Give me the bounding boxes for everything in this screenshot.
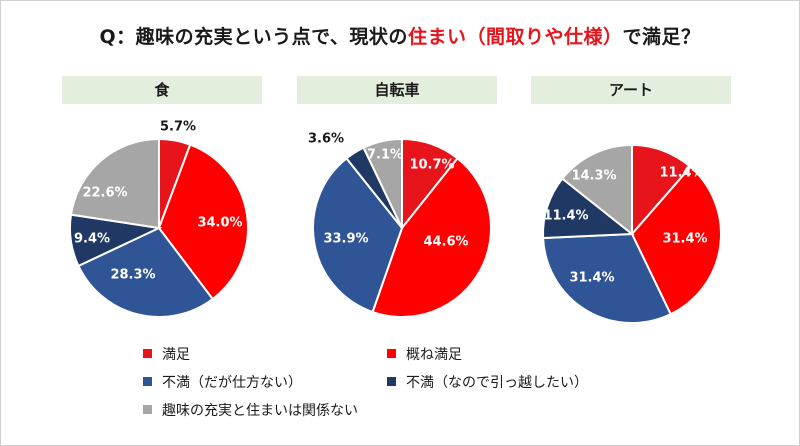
data-label-food-dissatisfied-ok: 28.3%: [110, 268, 155, 283]
data-label-bicycle-dissatisfied-ok: 33.9%: [323, 232, 368, 247]
pie-slice-art-dissatisfied-moving: [542, 177, 635, 240]
data-label-art-satisfied: 11.4%: [659, 166, 704, 181]
data-label-art-dissatisfied-ok: 31.4%: [569, 271, 614, 286]
title-suffix: で満足？: [622, 26, 701, 48]
chart-title-art: アート: [531, 76, 731, 104]
data-label-food-satisfied: 5.7%: [160, 120, 196, 135]
legend-item-dissatisfied-moving: 不満（なので引っ越したい）: [387, 372, 588, 392]
pie-slice-food-mostly-satisfied: [157, 143, 249, 301]
chart-title-bicycle: 自転車: [297, 76, 497, 104]
legend-item-mostly-satisfied: 概ね満足: [387, 344, 462, 364]
pie-slice-art-dissatisfied-ok: [542, 232, 673, 324]
pie-slice-art-satisfied: [631, 143, 692, 237]
data-label-food-unrelated: 22.6%: [82, 186, 127, 201]
page-title: Q：趣味の充実という点で、現状の住まい（間取りや仕様）で満足？: [0, 22, 800, 49]
legend-label: 概ね満足: [406, 347, 462, 363]
data-label-bicycle-satisfied: 10.7%: [409, 158, 454, 173]
pie-slice-bicycle-mostly-satisfied: [371, 156, 492, 318]
legend-swatch: [143, 349, 152, 358]
data-label-bicycle-dissatisfied-moving: 3.6%: [308, 132, 344, 147]
data-label-art-mostly-satisfied: 31.4%: [662, 232, 707, 247]
legend-item-unrelated: 趣味の充実と住まいは関係ない: [143, 400, 358, 420]
data-label-bicycle-unrelated: 7.1%: [367, 148, 403, 163]
data-label-bicycle-mostly-satisfied: 44.6%: [423, 235, 468, 250]
title-prefix: Q：趣味の充実という点で、現状の: [99, 26, 408, 48]
data-label-food-mostly-satisfied: 34.0%: [197, 216, 242, 231]
pie-slice-art-unrelated: [560, 143, 633, 237]
chart-title-food: 食: [62, 76, 262, 104]
legend-label: 満足: [162, 347, 190, 363]
data-label-art-unrelated: 14.3%: [571, 169, 616, 184]
data-label-food-dissatisfied-moving: 9.4%: [74, 232, 110, 247]
legend-swatch: [143, 405, 152, 414]
pie-slice-bicycle-dissatisfied-ok: [312, 156, 404, 314]
legend-label: 不満（だが仕方ない）: [162, 375, 302, 391]
pie-slice-bicycle-unrelated: [362, 137, 403, 229]
legend-swatch: [387, 349, 396, 358]
pie-slice-food-unrelated: [69, 137, 160, 230]
title-accent: 住まい（間取りや仕様）: [407, 26, 623, 48]
data-label-art-dissatisfied-moving: 11.4%: [543, 209, 588, 224]
legend-item-satisfied: 満足: [143, 344, 190, 364]
pie-slice-art-mostly-satisfied: [630, 165, 722, 316]
legend-label: 趣味の充実と住まいは関係ない: [162, 403, 358, 419]
legend-label: 不満（なので引っ越したい）: [406, 375, 588, 391]
legend-swatch: [387, 377, 396, 386]
legend-swatch: [143, 377, 152, 386]
legend-item-dissatisfied-ok: 不満（だが仕方ない）: [143, 372, 302, 392]
